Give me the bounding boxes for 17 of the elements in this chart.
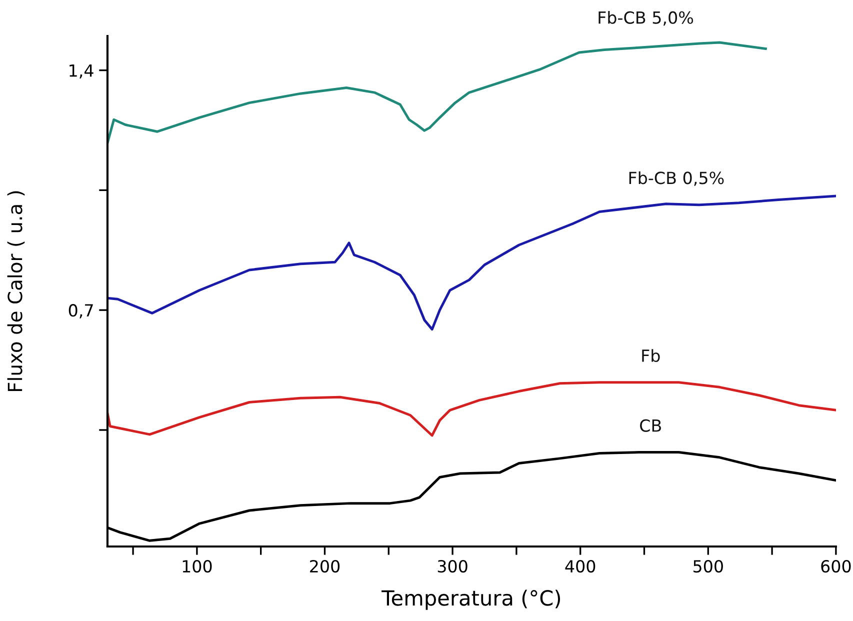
line-series <box>107 41 767 144</box>
x-tick-label: 300 <box>438 560 468 573</box>
x-tick-label: 100 <box>182 560 212 573</box>
y-tick-label: 0,7 <box>68 304 93 318</box>
x-axis-title: Temperatura (°C) <box>382 590 560 610</box>
y-axis-title: Fluxo de Calor ( u.a ) <box>7 191 25 391</box>
y-tick-label: 1,4 <box>70 64 94 79</box>
series-label: Fb-CB 0,5% <box>629 171 724 186</box>
x-tick-label: 400 <box>565 560 596 573</box>
line-series <box>107 381 836 437</box>
line-series <box>107 194 836 331</box>
series-label: CB <box>640 419 661 432</box>
x-tick-label: 600 <box>821 560 851 573</box>
series-label: Fb <box>642 349 660 362</box>
series-label: Fb-CB 5,0% <box>598 10 694 26</box>
x-tick-label: 500 <box>694 560 723 573</box>
x-tick-label: 200 <box>310 560 340 573</box>
